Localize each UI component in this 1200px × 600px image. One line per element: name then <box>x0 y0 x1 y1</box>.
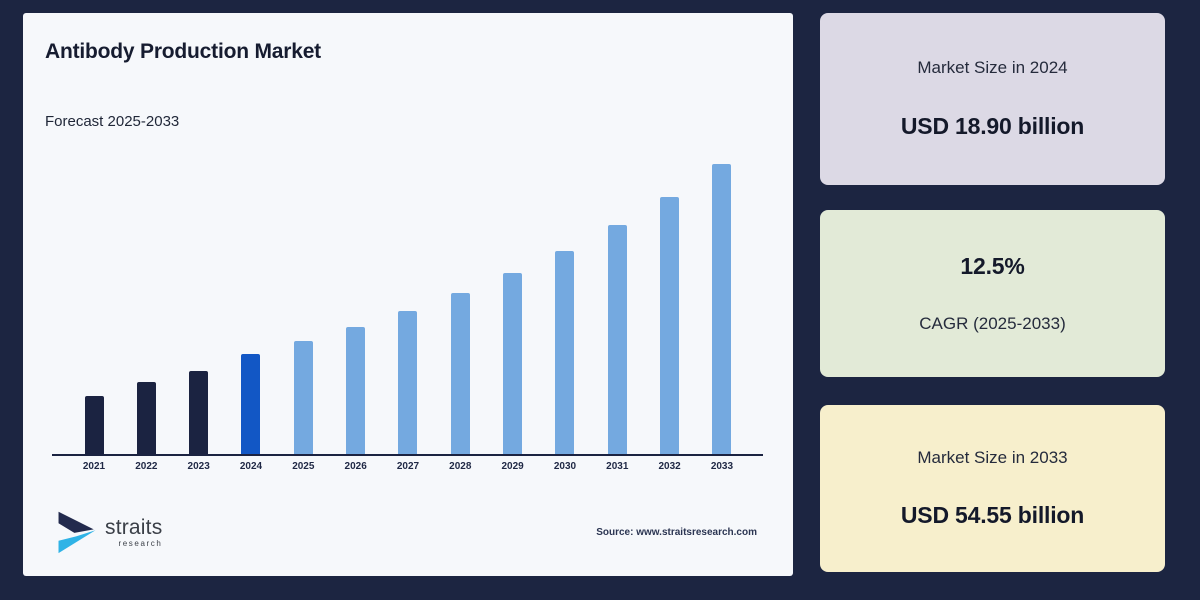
chart-subtitle: Forecast 2025-2033 <box>45 113 180 130</box>
chart-panel: Antibody Production Market Forecast 2025… <box>23 13 793 576</box>
source-text: Source: www.straitsresearch.com <box>596 526 757 538</box>
x-tick-2029: 2029 <box>501 461 524 472</box>
x-tick-2033: 2033 <box>710 461 734 472</box>
stat-card-market-size-2033: Market Size in 2033 USD 54.55 billion <box>820 405 1165 572</box>
bar-2031 <box>607 225 627 454</box>
bar-cell-2024 <box>231 164 271 454</box>
bar-cell-2021 <box>74 164 114 454</box>
bar-chart <box>23 164 793 454</box>
bar-cell-2031 <box>597 164 637 454</box>
bar-2021 <box>84 396 104 454</box>
x-tick-2027: 2027 <box>396 461 420 472</box>
bar-2026 <box>346 327 366 454</box>
stat-card-cagr: 12.5% CAGR (2025-2033) <box>820 210 1165 377</box>
stat-label: CAGR (2025-2033) <box>919 313 1066 333</box>
logo-arrow-upper <box>58 511 94 533</box>
bar-cell-2026 <box>336 164 376 454</box>
x-tick-2032: 2032 <box>658 461 681 472</box>
bar-2023 <box>189 371 209 454</box>
bar-2032 <box>660 197 680 454</box>
x-tick-2030: 2030 <box>553 461 577 472</box>
x-tick-2025: 2025 <box>292 461 315 472</box>
logo-subname: research <box>118 538 163 548</box>
stat-value: 12.5% <box>960 253 1025 280</box>
bar-2028 <box>450 293 470 454</box>
bar-cell-2029 <box>493 164 533 454</box>
x-tick-2021: 2021 <box>82 461 106 472</box>
bar-cell-2022 <box>126 164 166 454</box>
bars-row <box>74 164 742 454</box>
bar-2022 <box>136 382 156 454</box>
bar-cell-2032 <box>650 164 690 454</box>
bar-cell-2025 <box>283 164 323 454</box>
bar-cell-2027 <box>388 164 428 454</box>
x-axis-line <box>52 454 763 456</box>
bar-cell-2023 <box>179 164 219 454</box>
page-title: Antibody Production Market <box>45 40 321 63</box>
stat-card-market-size-2024: Market Size in 2024 USD 18.90 billion <box>820 13 1165 185</box>
bar-2025 <box>293 341 313 454</box>
x-tick-2023: 2023 <box>187 461 210 472</box>
bar-cell-2030 <box>545 164 585 454</box>
logo-arrow-lower <box>58 530 96 554</box>
x-tick-2031: 2031 <box>606 461 629 472</box>
x-tick-2026: 2026 <box>344 461 367 472</box>
straits-logo: straits research <box>55 507 162 557</box>
stat-label: Market Size in 2024 <box>917 58 1068 77</box>
bar-cell-2033 <box>702 164 742 454</box>
logo-arrow-icon <box>58 511 96 554</box>
bar-cell-2028 <box>440 164 480 454</box>
bar-2033 <box>712 164 732 454</box>
bar-2030 <box>555 251 575 454</box>
x-tick-2028: 2028 <box>449 461 472 472</box>
logo-text: straits research <box>105 517 162 548</box>
bar-2024 <box>241 354 261 454</box>
stat-value: USD 54.55 billion <box>900 501 1085 528</box>
bar-2027 <box>398 311 418 454</box>
bar-2029 <box>503 273 523 454</box>
x-axis-labels: 2021 2022 2023 2024 2025 2026 2027 2028 2029 2030… <box>74 461 742 472</box>
panel-footer: straits research Source: www.straitsrese… <box>55 501 757 563</box>
stat-value: USD 18.90 billion <box>900 113 1085 139</box>
x-tick-2022: 2022 <box>135 461 158 472</box>
stat-label: Market Size in 2033 <box>917 448 1068 468</box>
logo-name: straits <box>105 515 163 539</box>
x-tick-2024: 2024 <box>239 461 263 472</box>
